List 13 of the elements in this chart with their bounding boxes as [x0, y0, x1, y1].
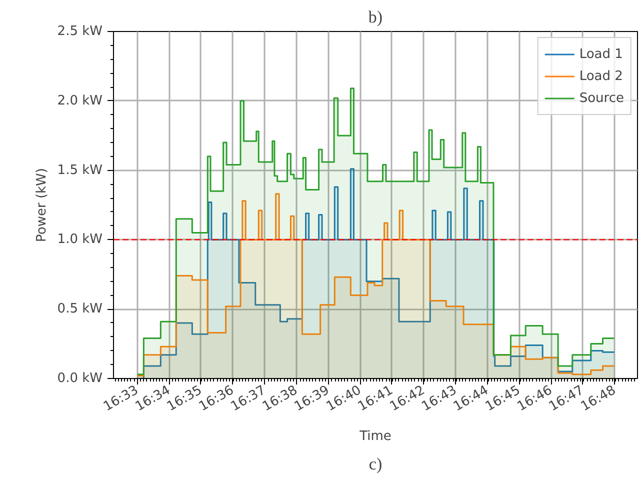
y-tick-label: 1.5 kW — [57, 162, 103, 178]
text: c) — [368, 454, 382, 474]
y-tick-label: 0.0 kW — [57, 371, 103, 386]
y-tick-label: 1.0 kW — [57, 232, 103, 248]
legend-label: Load 2 — [579, 68, 623, 84]
y-tick-label: 0.5 kW — [57, 302, 103, 317]
x-axis-title: Time — [358, 429, 392, 444]
legend-label: Load 1 — [579, 46, 623, 62]
y-tick-label: 2.0 kW — [57, 93, 103, 108]
legend-label: Source — [579, 90, 624, 106]
y-tick-label: 2.5 kW — [57, 24, 103, 39]
y-axis-title: Power (kW) — [34, 168, 50, 242]
chart-title: b) — [368, 8, 383, 26]
